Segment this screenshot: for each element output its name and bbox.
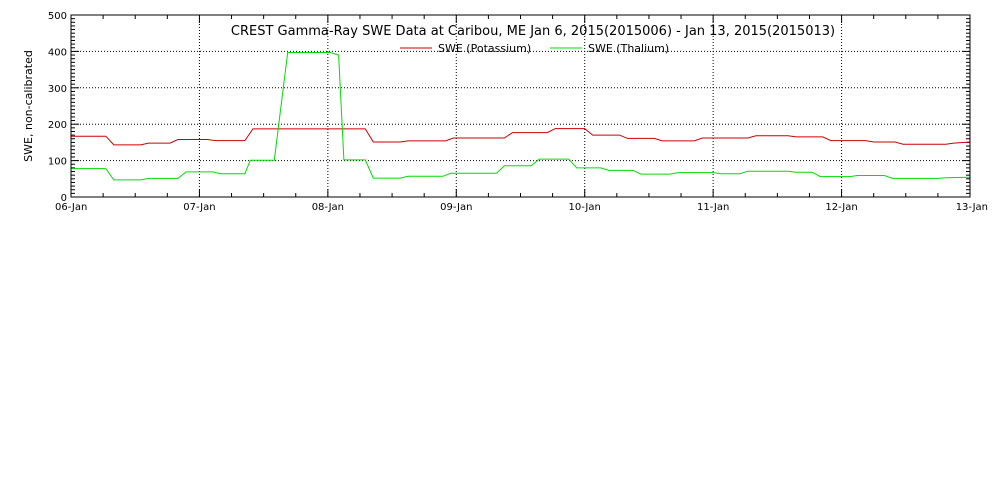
x-tick-label: 06-Jan bbox=[55, 202, 87, 213]
x-tick-label: 08-Jan bbox=[312, 202, 344, 213]
series-line-thalium bbox=[71, 52, 971, 181]
plot-frame bbox=[70, 14, 971, 198]
chart-title: CREST Gamma-Ray SWE Data at Caribou, ME … bbox=[231, 24, 835, 39]
series-lines bbox=[71, 52, 971, 181]
x-tick-label: 10-Jan bbox=[569, 202, 601, 213]
series-line-potassium bbox=[71, 128, 971, 146]
y-tick-label: 500 bbox=[48, 11, 67, 22]
y-axis-label: SWE, non-calibrated bbox=[22, 50, 35, 162]
x-tick-label: 12-Jan bbox=[825, 202, 857, 213]
legend-label: SWE (Thalium) bbox=[588, 42, 669, 55]
x-tick-label: 09-Jan bbox=[440, 202, 472, 213]
legend-label: SWE (Potassium) bbox=[438, 42, 531, 55]
x-tick-label: 11-Jan bbox=[697, 202, 729, 213]
x-tick-labels: 06-Jan 07-Jan 08-Jan 09-Jan 10-Jan 11-Jan 12-J… bbox=[55, 202, 988, 213]
y-tick-labels: 0 100 200 300 400 500 bbox=[48, 11, 67, 204]
y-tick-label: 200 bbox=[48, 120, 67, 131]
x-tick-label: 07-Jan bbox=[183, 202, 215, 213]
grid-lines bbox=[71, 15, 970, 197]
y-tick-label: 100 bbox=[48, 157, 67, 168]
y-tick-label: 300 bbox=[48, 84, 67, 95]
legend: SWE (Potassium) SWE (Thalium) bbox=[400, 42, 669, 55]
y-tick-label: 400 bbox=[48, 47, 67, 58]
y-tick-label: 0 bbox=[61, 193, 67, 204]
x-tick-label: 13-Jan bbox=[956, 202, 988, 213]
